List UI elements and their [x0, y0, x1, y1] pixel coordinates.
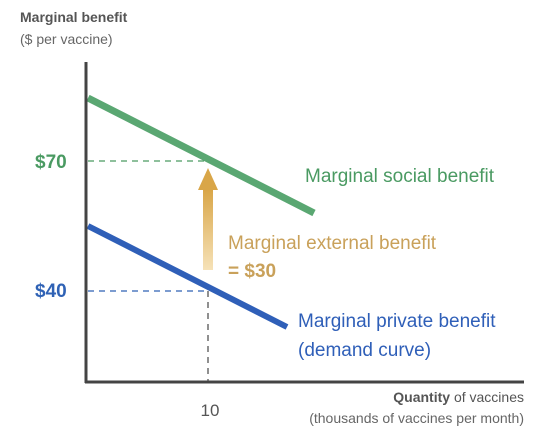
x-axis-title: Quantity of vaccines: [393, 389, 524, 405]
y-axis-subtitle: ($ per vaccine): [20, 31, 113, 47]
social-benefit-label: Marginal social benefit: [305, 166, 495, 187]
marginal-private-benefit-line: [86, 223, 289, 330]
x-tick-label-10: 10: [201, 401, 220, 420]
x-axis-title-rest: of vaccines: [450, 389, 524, 405]
marginal-social-benefit-line: [86, 94, 316, 217]
y-tick-label-40: $40: [35, 281, 67, 302]
private-benefit-label: Marginal private benefit: [298, 311, 496, 332]
x-axis-subtitle: (thousands of vaccines per month): [309, 410, 524, 426]
y-tick-label-70: $70: [35, 152, 67, 173]
x-axis-title-bold: Quantity: [393, 389, 450, 405]
guide-lines: [88, 160, 209, 382]
external-benefit-value: = $30: [228, 261, 276, 282]
y-axis-title: Marginal benefit: [20, 9, 128, 25]
external-benefit-label: Marginal external benefit: [228, 233, 437, 254]
external-benefit-arrow: [198, 168, 218, 270]
private-benefit-label-line2: (demand curve): [298, 340, 431, 361]
